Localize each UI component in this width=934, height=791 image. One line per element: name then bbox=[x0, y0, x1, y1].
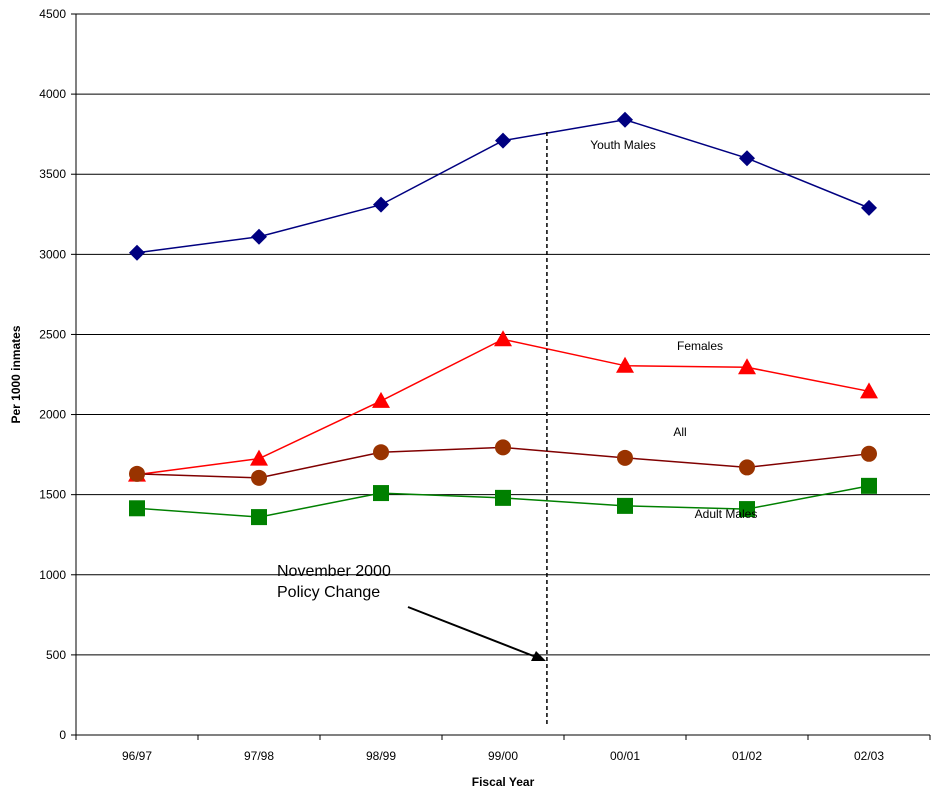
females-point bbox=[250, 449, 268, 466]
y-tick-label: 3500 bbox=[39, 167, 66, 181]
youth-males-point bbox=[617, 111, 633, 128]
x-tick-labels: 96/97 97/98 98/99 99/00 00/01 01/02 02/03 bbox=[75, 735, 931, 763]
adult-males-point bbox=[861, 477, 877, 494]
gridlines bbox=[71, 13, 930, 736]
adult-males-label: Adult Males bbox=[695, 507, 758, 521]
all-point bbox=[129, 465, 145, 482]
adult-males-point bbox=[129, 500, 145, 517]
y-tick-label: 1500 bbox=[39, 488, 66, 502]
annotation-line-1: November 2000 bbox=[277, 563, 391, 580]
adult-males-point bbox=[617, 497, 633, 514]
y-tick-label: 3000 bbox=[39, 247, 66, 261]
x-axis-title: Fiscal Year bbox=[472, 775, 535, 789]
females-point bbox=[372, 391, 390, 408]
y-tick-label: 2500 bbox=[39, 327, 66, 341]
youth-males-label: Youth Males bbox=[590, 138, 656, 152]
all-point bbox=[617, 449, 633, 466]
arrowhead-icon bbox=[531, 651, 546, 661]
all-point bbox=[861, 445, 877, 462]
x-tick-label: 01/02 bbox=[732, 749, 762, 763]
youth-males-point bbox=[739, 150, 755, 167]
y-tick-labels: 0 500 1000 1500 2000 2500 3000 3500 4000 4500 bbox=[39, 7, 66, 742]
adult-males-point bbox=[373, 485, 389, 502]
all-point bbox=[739, 459, 755, 476]
youth-males-point bbox=[373, 196, 389, 213]
policy-change-arrow bbox=[407, 606, 537, 658]
females-point bbox=[616, 356, 634, 373]
y-tick-label: 4500 bbox=[39, 7, 66, 21]
females-label: Females bbox=[677, 339, 723, 353]
youth-males-point bbox=[861, 199, 877, 216]
females-point bbox=[860, 382, 878, 399]
adult-males-point bbox=[739, 501, 755, 518]
x-tick-label: 98/99 bbox=[366, 749, 396, 763]
y-tick-label: 0 bbox=[59, 728, 66, 742]
all-point bbox=[373, 444, 389, 461]
x-tick-label: 97/98 bbox=[244, 749, 274, 763]
youth-males-point bbox=[495, 132, 511, 149]
youth-males-point bbox=[129, 244, 145, 261]
x-tick-label: 02/03 bbox=[854, 749, 884, 763]
females-point bbox=[738, 358, 756, 375]
y-tick-label: 1000 bbox=[39, 568, 66, 582]
adult-males-point bbox=[251, 509, 267, 526]
x-tick-label: 99/00 bbox=[488, 749, 518, 763]
all-point bbox=[251, 469, 267, 486]
annotation-line-2: Policy Change bbox=[277, 584, 380, 601]
x-tick-label: 96/97 bbox=[122, 749, 152, 763]
series-group bbox=[128, 111, 878, 526]
y-tick-label: 500 bbox=[46, 648, 66, 662]
series-labels: Youth Males Females All Adult Males bbox=[590, 138, 757, 521]
x-tick-label: 00/01 bbox=[610, 749, 640, 763]
y-tick-label: 4000 bbox=[39, 87, 66, 101]
y-tick-label: 2000 bbox=[39, 408, 66, 422]
y-axis-title: Per 1000 inmates bbox=[9, 325, 23, 423]
all-point bbox=[495, 439, 511, 456]
all-label: All bbox=[673, 425, 686, 439]
youth-males-point bbox=[251, 228, 267, 245]
adult-males-point bbox=[495, 489, 511, 506]
females-point bbox=[494, 330, 512, 347]
